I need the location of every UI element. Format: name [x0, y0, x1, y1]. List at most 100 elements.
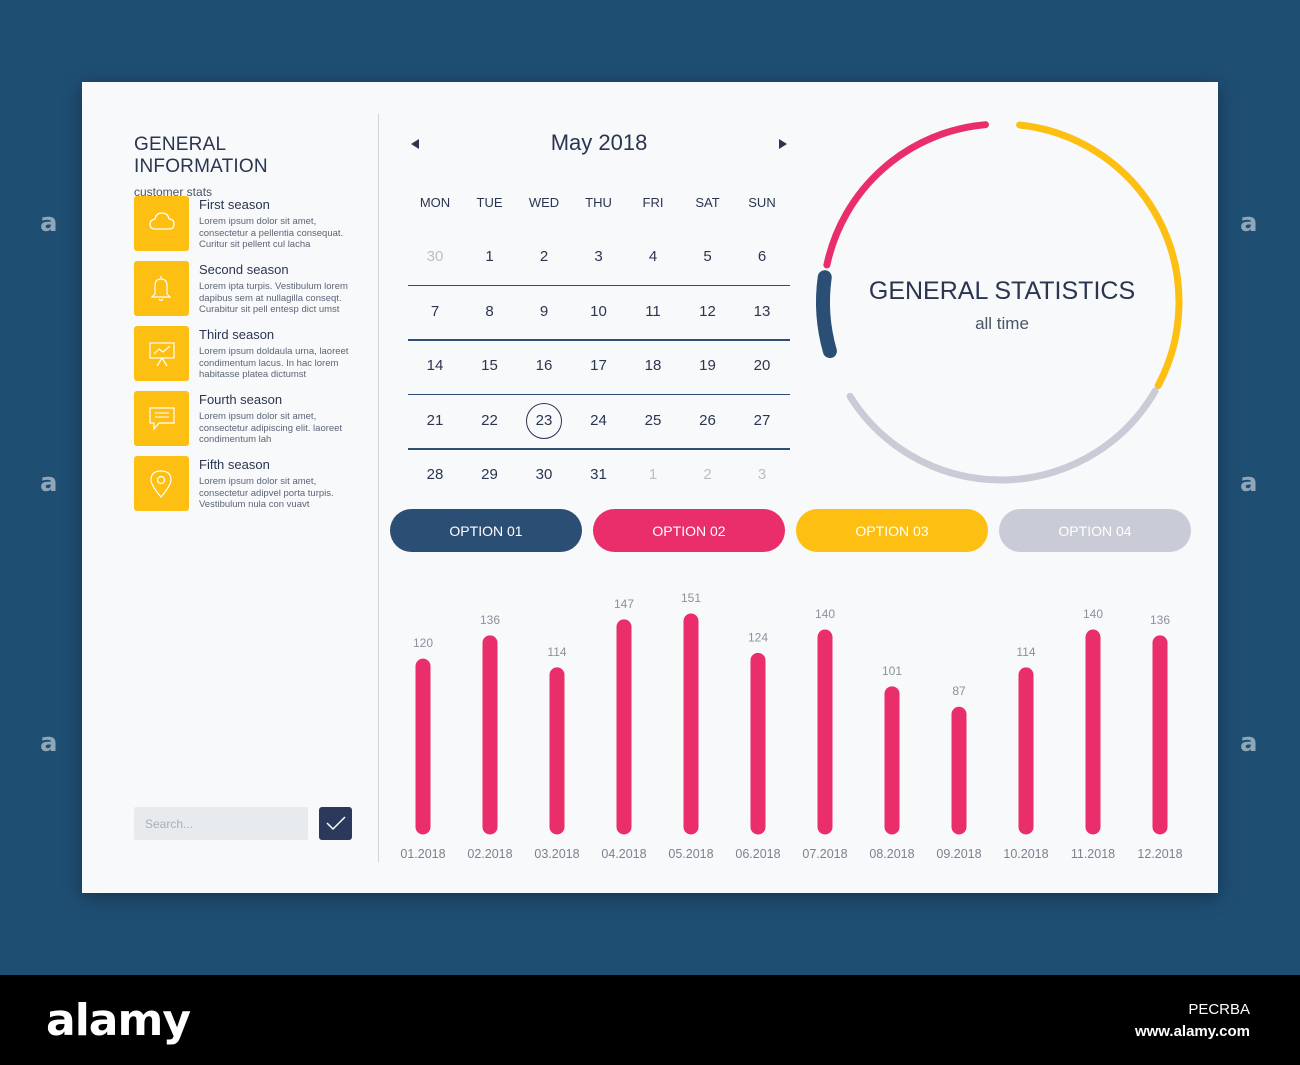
weekday-label: WED	[528, 195, 560, 210]
season-item[interactable]: Fifth season Lorem ipsum dolor sit amet, c…	[134, 456, 364, 512]
bar-value-label: 136	[1150, 613, 1170, 627]
calendar-row-divider	[408, 448, 790, 450]
calendar-day[interactable]: 3	[594, 248, 603, 265]
calendar-row-divider	[408, 339, 790, 341]
calendar-day[interactable]: 8	[485, 302, 494, 320]
calendar-day[interactable]: 11	[645, 302, 661, 320]
calendar-day[interactable]: 19	[699, 357, 716, 374]
bar-category-label: 11.2018	[1071, 847, 1115, 861]
calendar-day[interactable]: 4	[648, 248, 658, 265]
calendar-day[interactable]: 7	[430, 302, 440, 320]
stock-url: www.alamy.com	[1134, 1023, 1250, 1040]
season-title: Fourth season	[199, 392, 283, 407]
ring-segment-gray	[846, 387, 1159, 484]
calendar-day[interactable]: 15	[481, 357, 498, 374]
season-title: Second season	[199, 262, 289, 277]
calendar-week: 30 1 2 3 4 5 6	[408, 230, 790, 284]
bar-category-label: 03.2018	[534, 847, 579, 861]
season-item[interactable]: First season Lorem ipsum dolor sit amet, c…	[134, 196, 364, 252]
stats-ring	[816, 121, 1183, 484]
general-info-header: GENERAL INFORMATION customer stats	[134, 134, 364, 199]
ring-segment-navy	[816, 270, 837, 359]
location-pin-icon	[150, 470, 172, 498]
season-description-line: condimentum lacus. In hac lorem	[199, 357, 339, 369]
calendar-day[interactable]: 28	[426, 466, 444, 483]
season-icon-tile	[134, 456, 189, 511]
season-icon-tile	[134, 326, 189, 381]
calendar-day[interactable]: 12	[699, 302, 716, 320]
bar-category-label: 05.2018	[668, 847, 713, 861]
search-input[interactable]	[134, 807, 308, 840]
prev-month-icon[interactable]	[408, 137, 422, 151]
bar-category-label: 07.2018	[802, 847, 847, 861]
season-description-line: Lorem ipsum dolor sit amet,	[199, 411, 317, 422]
calendar-row-divider	[408, 284, 790, 286]
calendar-day[interactable]: 18	[644, 357, 662, 374]
season-description-line: consectetur a pellentia consequat.	[199, 227, 344, 239]
stats-title: GENERAL STATISTICS	[868, 277, 1136, 305]
stock-brand-logo: alamy	[46, 995, 191, 1046]
calendar-day-outside[interactable]: 2	[703, 466, 712, 483]
ring-segment-yellow	[1016, 121, 1183, 390]
calendar-day[interactable]: 24	[590, 411, 607, 429]
calendar-day[interactable]: 22	[481, 411, 498, 429]
bar-category-label: 01.2018	[400, 847, 445, 861]
calendar-day[interactable]: 21	[426, 411, 444, 429]
calendar-day[interactable]: 29	[481, 466, 498, 483]
season-description-line: Lorem ipsum dolor sit amet,	[199, 476, 317, 487]
calendar-day[interactable]: 17	[590, 357, 607, 374]
next-month-icon[interactable]	[776, 137, 790, 151]
bar-category-label: 09.2018	[936, 847, 981, 861]
bar-value-label: 140	[815, 607, 835, 621]
season-description: Lorem ipta turpis. Vestibulum lorem dapib…	[199, 281, 359, 316]
calendar-day[interactable]: 30	[535, 466, 553, 483]
season-description-line: Curabitur sit pell entesp dict umst	[199, 304, 340, 315]
season-item[interactable]: Second season Lorem ipta turpis. Vestibul…	[134, 261, 364, 317]
calendar-weekdays: MON TUE WED THU FRI SAT SUN	[408, 195, 790, 249]
calendar-day[interactable]: 5	[703, 248, 712, 265]
season-title: Fifth season	[199, 457, 270, 472]
bar-value-label: 136	[480, 613, 500, 627]
season-item[interactable]: Third season Lorem ipsum doldaula urna, l…	[134, 326, 364, 382]
calendar-row-divider	[408, 393, 790, 395]
option-03-button[interactable]: OPTION 03	[796, 509, 988, 552]
calendar-day[interactable]: 27	[753, 411, 771, 429]
season-title: Third season	[199, 327, 275, 342]
season-item[interactable]: Fourth season Lorem ipsum dolor sit amet,…	[134, 391, 364, 447]
side-mark: a	[40, 728, 58, 758]
bar-value-label: 87	[952, 684, 966, 698]
bar-value-label: 101	[882, 664, 902, 678]
calendar-day[interactable]: 9	[539, 302, 549, 320]
dashboard-card: GENERAL INFORMATION customer stats First…	[82, 82, 1218, 893]
side-mark: a	[1240, 468, 1258, 498]
calendar-day[interactable]: 13	[753, 302, 771, 320]
option-04-button[interactable]: OPTION 04	[999, 509, 1191, 552]
calendar-day[interactable]: 20	[753, 357, 771, 374]
bar-value-label: 114	[1016, 645, 1035, 659]
season-title: First season	[199, 197, 270, 212]
calendar-day-outside[interactable]: 1	[648, 466, 658, 483]
calendar-week: 28 29 30 31 1 2 3	[408, 448, 790, 502]
option-02-button[interactable]: OPTION 02	[593, 509, 785, 552]
season-icon-tile	[134, 196, 189, 251]
option-01-button[interactable]: OPTION 01	[390, 509, 582, 552]
calendar-day[interactable]: 2	[539, 248, 549, 265]
bar-value-label: 140	[1083, 607, 1103, 621]
calendar-day[interactable]: 25	[644, 411, 662, 429]
calendar-day-selected[interactable]: 23	[517, 394, 571, 448]
calendar-day[interactable]: 31	[590, 466, 607, 483]
season-description: Lorem ipsum dolor sit amet, consectetur a…	[199, 216, 359, 251]
calendar-day[interactable]: 1	[485, 248, 494, 265]
calendar-day[interactable]: 16	[535, 357, 553, 374]
calendar-day-outside[interactable]: 3	[757, 466, 767, 483]
calendar-day[interactable]: 6	[757, 248, 767, 265]
calendar-day[interactable]: 14	[426, 357, 444, 374]
checkmark-icon	[326, 816, 346, 831]
calendar-day[interactable]: 26	[699, 411, 716, 429]
weekday-label: SAT	[695, 195, 720, 210]
calendar-day-outside[interactable]: 30	[426, 248, 444, 265]
stock-image-id: PECRBA	[1188, 1001, 1250, 1018]
bar-value-label: 151	[681, 591, 701, 605]
calendar-day[interactable]: 10	[590, 302, 607, 320]
confirm-button[interactable]	[319, 807, 352, 840]
